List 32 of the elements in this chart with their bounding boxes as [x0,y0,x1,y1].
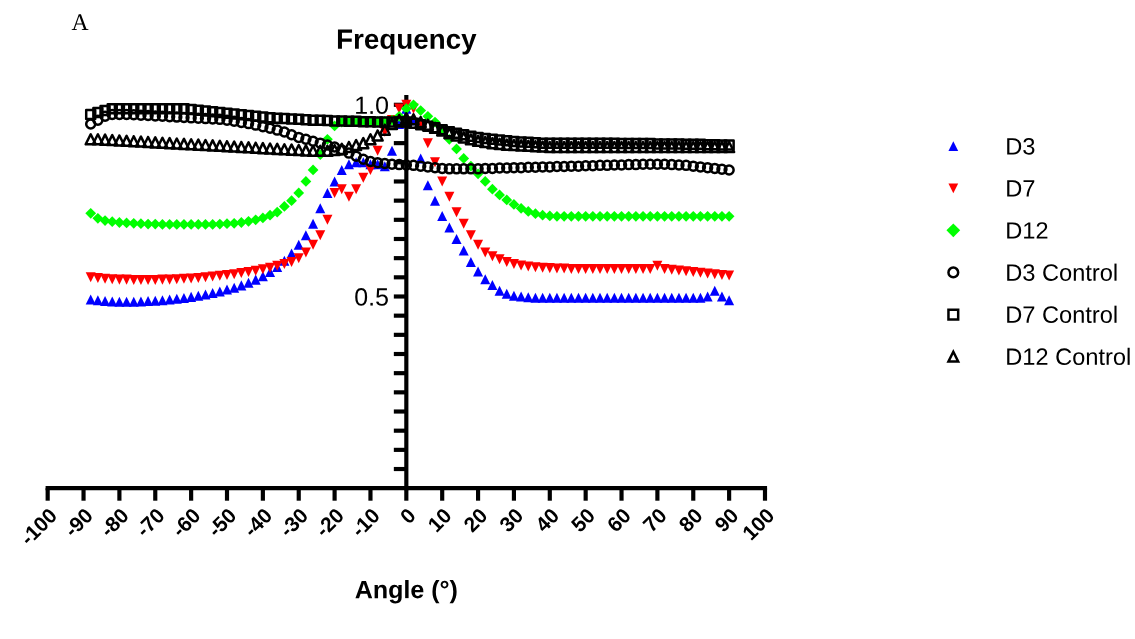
legend-label: D12 [1007,222,1048,239]
x-tick-label: -10 [350,507,381,538]
x-tick-label: -50 [206,507,238,538]
x-tick-label: 40 [534,507,561,534]
x-tick-label: -100 [19,507,58,546]
x-tick-label: 70 [642,507,668,533]
legend-label: D12 Control [1007,347,1130,366]
legend-label: D7 Control [1007,305,1117,324]
text: A [71,14,89,30]
y-tick-label: 1.0 [356,96,388,115]
x-tick-label: -20 [314,507,345,538]
x-tick-label: 10 [427,507,453,533]
x-tick-label: 20 [462,507,489,533]
chart-title: Frequency [337,29,477,55]
x-tick-label: 0 [399,507,417,525]
x-axis-title: Angle (°) [355,580,457,604]
x-tick-label: 80 [677,507,704,533]
y-tick-label: 0.5 [355,288,388,306]
legend-label: D7 [1007,180,1035,197]
x-tick-label: -30 [278,507,309,538]
legend-label: D3 Control [1007,263,1117,281]
x-tick-label: -40 [242,507,274,538]
x-tick-label: 90 [713,507,740,533]
legend-label: D3 [1007,137,1035,155]
x-tick-label: 60 [606,507,632,533]
x-tick-label: -80 [99,507,130,538]
x-tick-label: 100 [741,507,776,541]
x-tick-label: 30 [498,507,525,534]
x-tick-label: -90 [63,507,94,538]
x-tick-label: 50 [570,507,596,533]
x-tick-label: -60 [170,507,202,538]
x-tick-label: -70 [134,507,166,538]
